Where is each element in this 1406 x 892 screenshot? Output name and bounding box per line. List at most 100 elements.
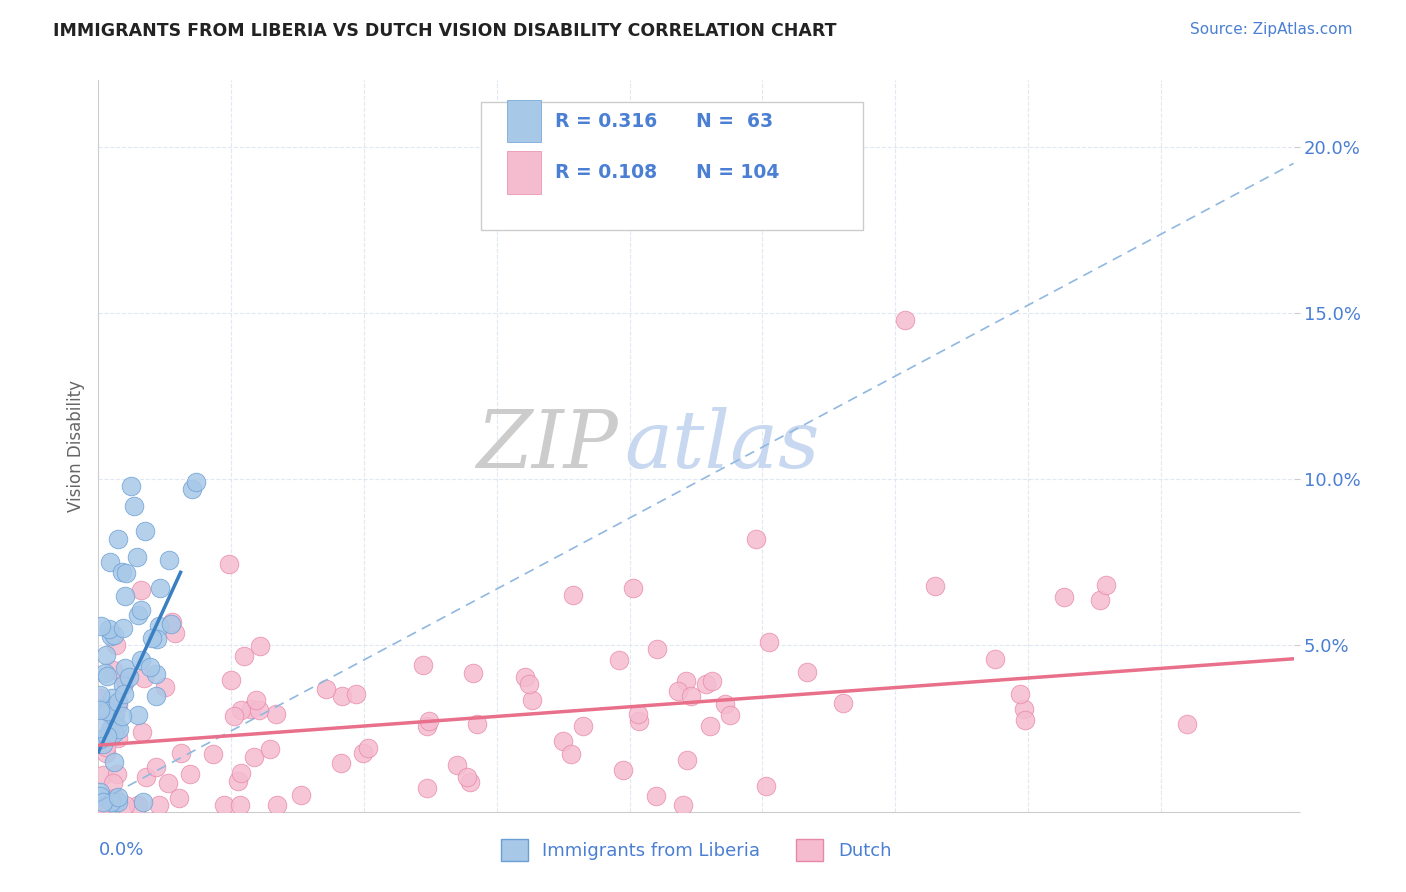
Point [153,681,176,695]
Point [100,700,122,714]
Point [124,499,146,513]
Point [718,707,741,722]
Point [1094,577,1116,591]
Point [114,661,136,675]
Point [103,726,125,740]
Point [131,724,153,739]
Point [94,739,117,754]
FancyBboxPatch shape [481,103,863,230]
Point [90,701,112,715]
Point [156,775,179,789]
Point [100,630,122,644]
Point [91,768,114,782]
Point [104,791,127,805]
Point [149,581,172,595]
Point [114,798,136,813]
Point [89,691,111,706]
Point [98,555,122,569]
Point [266,798,288,813]
Point [101,663,124,677]
Point [679,689,702,703]
Point [186,475,208,490]
Text: Source: ZipAtlas.com: Source: ZipAtlas.com [1189,22,1353,37]
Point [894,312,917,326]
Point [167,791,190,805]
Point [245,693,267,707]
Point [758,634,780,648]
Point [159,616,181,631]
Point [94,665,117,680]
Point [129,653,152,667]
Point [754,780,776,794]
Point [94,746,117,760]
Y-axis label: Vision Disability: Vision Disability [66,380,84,512]
Point [695,677,717,691]
Point [242,749,264,764]
Point [114,673,136,688]
Point [132,671,155,685]
Point [104,795,127,809]
Point [139,660,162,674]
Point [101,691,124,706]
Point [513,669,536,683]
Text: N = 104: N = 104 [696,163,779,182]
Point [560,747,582,761]
Point [148,619,170,633]
Point [699,719,721,733]
Point [91,737,114,751]
Point [141,631,163,645]
Point [104,706,127,721]
Point [134,524,156,538]
Point [1014,713,1036,727]
Point [412,658,434,673]
Text: R = 0.108: R = 0.108 [555,163,657,182]
Point [115,566,138,581]
Text: IMMIGRANTS FROM LIBERIA VS DUTCH VISION DISABILITY CORRELATION CHART: IMMIGRANTS FROM LIBERIA VS DUTCH VISION … [53,22,837,40]
Point [135,770,157,784]
Point [645,641,668,656]
Point [146,632,169,646]
Point [259,742,281,756]
Point [107,731,129,745]
Point [983,652,1005,666]
Point [831,696,853,710]
FancyBboxPatch shape [508,100,541,143]
Point [98,622,121,636]
Point [127,549,149,564]
Point [89,703,111,717]
Point [91,795,114,809]
Point [357,740,380,755]
Legend: Immigrants from Liberia, Dutch: Immigrants from Liberia, Dutch [494,832,898,869]
Point [129,582,152,597]
Point [330,690,353,704]
Point [666,684,689,698]
Point [249,639,271,653]
Point [89,785,111,799]
Point [796,665,818,680]
Point [145,690,167,704]
Point [212,798,235,813]
Point [105,638,128,652]
Point [329,756,352,770]
Point [157,552,180,566]
Point [131,603,153,617]
Point [465,716,488,731]
Point [456,771,478,785]
Point [460,774,482,789]
Point [111,678,134,692]
Point [446,758,468,772]
Point [1008,687,1031,701]
Point [714,698,737,712]
Point [676,753,699,767]
Point [93,798,115,813]
Point [107,723,129,737]
Point [145,666,167,681]
Point [105,720,128,734]
Point [131,795,153,809]
Point [96,669,118,683]
Point [89,688,111,702]
Point [103,628,125,642]
Point [520,693,543,707]
Point [644,789,666,803]
Text: N =  63: N = 63 [696,112,773,131]
